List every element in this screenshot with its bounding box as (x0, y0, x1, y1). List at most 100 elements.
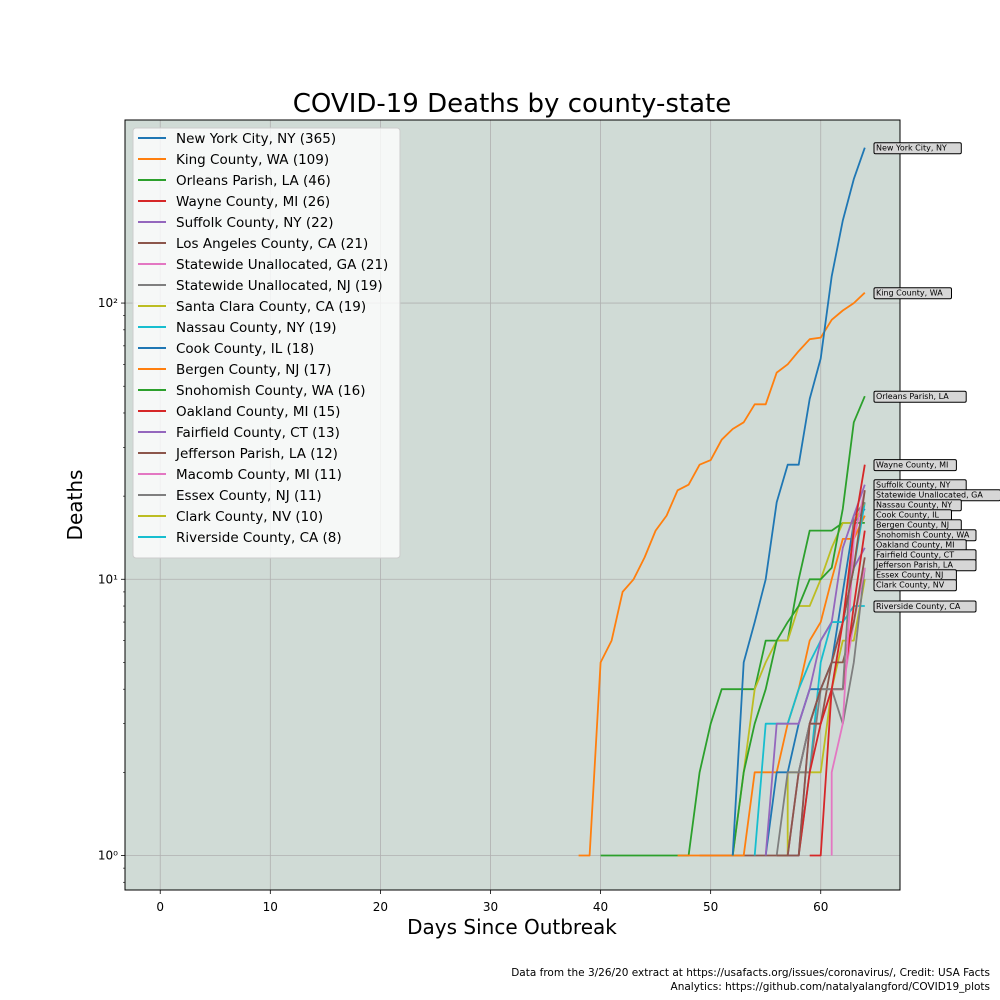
legend-entry: New York City, NY (365) (138, 131, 336, 147)
x-axis-ticks: 0 10 20 30 40 50 60 (156, 890, 828, 914)
end-label: Jefferson Parish, LA (873, 559, 977, 572)
end-label: Fairfield County, CT (873, 549, 977, 562)
legend-label: Statewide Unallocated, NJ (19) (176, 278, 383, 294)
series-line (600, 522, 865, 857)
series-line (677, 515, 866, 857)
end-label-text: King County, WA (876, 289, 943, 298)
legend-label: Nassau County, NY (19) (176, 320, 337, 336)
legend-entry: Statewide Unallocated, NJ (19) (138, 278, 383, 294)
legend-entry: King County, WA (109) (138, 152, 329, 168)
legend-label: Snohomish County, WA (16) (176, 383, 366, 399)
legend-entry: Orleans Parish, LA (46) (138, 173, 331, 189)
end-label: Statewide Unallocated, GA (873, 489, 1000, 502)
legend-label: Bergen County, NJ (17) (176, 362, 331, 378)
legend-entry: Riverside County, CA (8) (138, 530, 342, 546)
end-label-box (873, 390, 967, 403)
series-lines (578, 147, 866, 857)
legend-entry: Essex County, NJ (11) (138, 488, 322, 504)
legend-entry: Snohomish County, WA (16) (138, 383, 366, 399)
legend-entry: Wayne County, MI (26) (138, 194, 330, 210)
legend-label: Jefferson Parish, LA (12) (175, 446, 338, 462)
legend-label: Wayne County, MI (26) (176, 194, 330, 210)
legend-label: Orleans Parish, LA (46) (176, 173, 331, 189)
legend-label: Macomb County, MI (11) (176, 467, 342, 483)
legend-label: New York City, NY (365) (176, 131, 336, 147)
end-label-text: Fairfield County, CT (876, 551, 954, 560)
series-line (830, 490, 866, 856)
end-label-text: Nassau County, NY (876, 501, 952, 510)
end-label: Clark County, NV (873, 579, 957, 592)
x-tick-label: 60 (813, 900, 828, 914)
legend: New York City, NY (365) King County, WA (… (132, 127, 401, 559)
end-label-box (873, 579, 957, 592)
legend-entry: Suffolk County, NY (22) (138, 215, 334, 231)
end-label: King County, WA (873, 287, 952, 300)
end-label: Wayne County, MI (873, 459, 957, 472)
legend-label: Suffolk County, NY (22) (176, 215, 334, 231)
end-label: Essex County, NJ (873, 569, 957, 582)
legend-entry: Macomb County, MI (11) (138, 467, 342, 483)
end-label-text: Suffolk County, NY (876, 481, 951, 490)
legend-entry: Nassau County, NY (19) (138, 320, 337, 336)
legend-label: Los Angeles County, CA (21) (176, 236, 368, 252)
end-label-text: New York City, NY (876, 144, 947, 153)
end-label-text: Snohomish County, WA (876, 531, 970, 540)
legend-entry: Jefferson Parish, LA (12) (138, 446, 338, 462)
legend-entry: Statewide Unallocated, GA (21) (138, 257, 388, 273)
end-label-text: Clark County, NV (876, 581, 945, 590)
legend-entry: Bergen County, NJ (17) (138, 362, 331, 378)
end-label: Nassau County, NY (873, 499, 962, 512)
end-label-text: Jefferson Parish, LA (875, 561, 954, 570)
series-line (776, 490, 866, 857)
legend-entry: Los Angeles County, CA (21) (138, 236, 368, 252)
end-label: Riverside County, CA (873, 600, 977, 613)
footer-analytics: Analytics: https://github.com/natalyalan… (670, 981, 990, 993)
legend-label: Statewide Unallocated, GA (21) (176, 257, 388, 273)
legend-entry: Oakland County, MI (15) (138, 404, 340, 420)
x-tick-label: 10 (263, 900, 278, 914)
x-axis-label: Days Since Outbreak (407, 915, 617, 939)
x-tick-label: 50 (703, 900, 718, 914)
end-label-text: Riverside County, CA (876, 602, 961, 611)
series-line (731, 147, 866, 856)
end-label: New York City, NY (873, 142, 962, 155)
y-tick-label: 10² (98, 296, 118, 310)
legend-label: Cook County, IL (18) (176, 341, 314, 357)
legend-label: Fairfield County, CT (13) (176, 425, 340, 441)
end-label: Cook County, IL (873, 509, 952, 522)
x-tick-label: 30 (483, 900, 498, 914)
legend-label: Essex County, NJ (11) (176, 488, 322, 504)
legend-entry: Fairfield County, CT (13) (138, 425, 340, 441)
end-label-box (873, 600, 977, 613)
end-label-box (873, 287, 952, 300)
end-label-text: Essex County, NJ (876, 571, 943, 580)
series-line (578, 292, 866, 857)
end-label-text: Oakland County, MI (876, 541, 955, 550)
series-line (809, 464, 866, 857)
series-line (764, 484, 866, 856)
x-tick-label: 20 (373, 900, 388, 914)
y-tick-label: 10⁰ (98, 848, 118, 862)
legend-box (132, 127, 401, 559)
legend-label: Santa Clara County, CA (19) (176, 299, 366, 315)
end-label-text: Wayne County, MI (876, 461, 948, 470)
end-label-text: Orleans Parish, LA (876, 392, 949, 401)
legend-entry: Clark County, NV (10) (138, 509, 323, 525)
footer-credit: Data from the 3/26/20 extract at https:/… (511, 967, 990, 979)
y-tick-label: 10¹ (98, 572, 118, 586)
end-label: Bergen County, NJ (873, 519, 962, 532)
end-label-text: Statewide Unallocated, GA (876, 491, 983, 500)
y-axis-label: Deaths (63, 470, 87, 541)
x-tick-label: 0 (156, 900, 164, 914)
y-axis-ticks: 10⁰ 10¹ 10² (98, 296, 125, 883)
legend-label: Clark County, NV (10) (176, 509, 323, 525)
legend-label: Riverside County, CA (8) (176, 530, 342, 546)
end-label: Snohomish County, WA (873, 529, 977, 542)
series-line (731, 395, 866, 856)
x-tick-label: 40 (593, 900, 608, 914)
end-label: Suffolk County, NY (873, 479, 967, 492)
series-line (764, 508, 866, 856)
end-label-box (873, 142, 962, 155)
end-label-text: Bergen County, NJ (876, 521, 949, 530)
